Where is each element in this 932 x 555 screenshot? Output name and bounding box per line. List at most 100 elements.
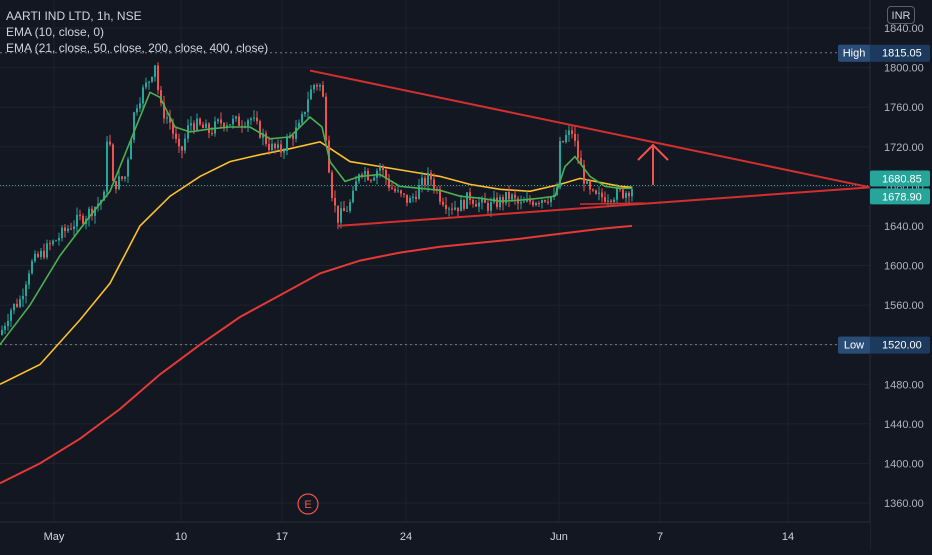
candle-body: [178, 138, 180, 147]
trendline-lower-short[interactable]: [579, 202, 646, 205]
level-tag-label: Low: [844, 340, 864, 352]
candle-body: [148, 81, 150, 83]
trendline-upper[interactable]: [309, 69, 871, 189]
candle-body: [49, 243, 51, 245]
candle-body: [424, 177, 426, 186]
candle-body: [433, 179, 435, 189]
candle-body: [334, 197, 336, 206]
candle-body: [145, 82, 147, 88]
candle-body: [28, 273, 30, 285]
currency-badge[interactable]: INR: [887, 6, 915, 24]
time-tick-label: Jun: [550, 531, 568, 543]
candle-body: [109, 141, 111, 145]
candle-body: [274, 143, 276, 149]
price-tick-label: 1560.00: [884, 300, 924, 312]
candle-body: [61, 227, 63, 239]
candle-body: [505, 191, 507, 204]
candle-body: [34, 253, 36, 262]
candle-body: [451, 208, 453, 210]
candle-body: [421, 177, 423, 186]
time-axis-bg[interactable]: [0, 522, 870, 550]
candle-body: [460, 200, 462, 212]
level-tag-value: 1815.05: [882, 48, 922, 60]
candle-body: [490, 202, 492, 211]
candle-body: [184, 138, 186, 151]
candle-body: [265, 133, 267, 144]
time-tick-label: 24: [400, 531, 412, 543]
candle-body: [247, 120, 249, 127]
candle-body: [487, 202, 489, 211]
candle-body: [238, 116, 240, 126]
candle-body: [235, 116, 237, 119]
candle-body: [325, 96, 327, 141]
candle-body: [166, 117, 168, 119]
chart-legend: AARTI IND LTD, 1h, NSE EMA (10, close, 0…: [6, 8, 268, 56]
candle-body: [310, 89, 312, 100]
price-tick-label: 1800.00: [884, 63, 924, 75]
candle-body: [577, 140, 579, 159]
ema-multi-legend[interactable]: EMA (21, close, 50, close, 200, close, 4…: [6, 41, 269, 55]
earnings-marker[interactable]: E: [297, 493, 319, 515]
candle-body: [391, 187, 393, 189]
candle-body: [181, 146, 183, 151]
candle-body: [256, 117, 258, 122]
level-tag-high[interactable]: High 1815.05: [838, 44, 930, 62]
candle-body: [139, 103, 141, 109]
price-tag[interactable]: 1678.90: [870, 188, 930, 205]
candle-body: [202, 124, 204, 129]
candle-body: [10, 310, 12, 321]
candle-body: [115, 180, 117, 190]
candle-body: [76, 214, 78, 227]
candle-body: [475, 203, 477, 207]
candle-body: [607, 200, 609, 202]
candle-body: [151, 76, 153, 82]
candle-body: [277, 144, 279, 149]
candle-body: [229, 124, 231, 126]
candle-body: [502, 197, 504, 204]
candle-body: [370, 180, 372, 182]
ema-fast-legend[interactable]: EMA (10, close, 0): [6, 25, 105, 39]
candle-body: [622, 189, 624, 198]
price-tag[interactable]: 1680.85: [870, 170, 930, 187]
candle-body: [484, 198, 486, 203]
candle-body: [544, 200, 546, 202]
candle-body: [121, 176, 123, 179]
price-tick-label: 1360.00: [884, 498, 924, 510]
candle-body: [472, 200, 474, 204]
candle-body: [418, 185, 420, 199]
candle-body: [52, 240, 54, 245]
candle-body: [331, 172, 333, 198]
candle-body: [382, 167, 384, 171]
symbol-legend[interactable]: AARTI IND LTD, 1h, NSE: [6, 9, 142, 23]
candle-body: [400, 190, 402, 194]
candles: [1, 62, 633, 336]
candle-body: [547, 201, 549, 203]
candle-body: [31, 261, 33, 274]
trendline-lower[interactable]: [337, 186, 871, 227]
candle-body: [220, 119, 222, 124]
candle-body: [361, 174, 363, 176]
ema-slow-line: [0, 224, 633, 485]
candle-body: [160, 90, 162, 104]
candle-body: [409, 198, 411, 203]
price-tick-label: 1440.00: [884, 419, 924, 431]
candle-body: [259, 121, 261, 138]
candle-body: [55, 240, 57, 242]
level-tag-low[interactable]: Low 1520.00: [838, 336, 930, 354]
candle-body: [574, 133, 576, 141]
candle-body: [343, 208, 345, 212]
candle-body: [520, 202, 522, 204]
candle-body: [496, 197, 498, 208]
up-arrow-icon[interactable]: [637, 143, 669, 185]
candle-body: [439, 189, 441, 202]
candle-body: [25, 284, 27, 296]
candle-body: [412, 196, 414, 199]
candle-body: [322, 84, 324, 97]
candle-body: [340, 208, 342, 223]
ema-mid-line: [0, 140, 633, 386]
level-tag-value: 1520.00: [882, 340, 922, 352]
candle-body: [541, 200, 543, 204]
ema-fast-line: [0, 91, 632, 346]
